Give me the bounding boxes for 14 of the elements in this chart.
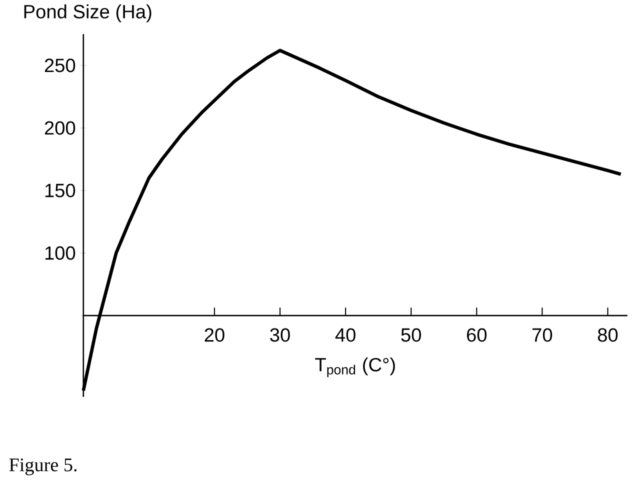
x-tick-label: 70 <box>532 328 552 342</box>
x-tick-label: 30 <box>270 328 290 342</box>
y-tick-label: 150 <box>45 184 76 198</box>
y-tick-label: 100 <box>45 246 76 260</box>
x-tick-label: 80 <box>598 328 618 342</box>
y-tick-label: 200 <box>44 121 76 135</box>
y-tick-label: 250 <box>44 58 76 72</box>
y-axis-title: Pond Size (Ha) <box>24 4 152 22</box>
caption: Figure 5. <box>9 458 77 476</box>
x-tick-label: 40 <box>335 328 356 342</box>
x-tick-label: 60 <box>467 328 487 342</box>
x-tick-label: 50 <box>401 328 421 342</box>
x-tick-label: 20 <box>204 328 224 342</box>
x-axis-title: T$_{pond}$ (C°) <box>315 357 395 378</box>
